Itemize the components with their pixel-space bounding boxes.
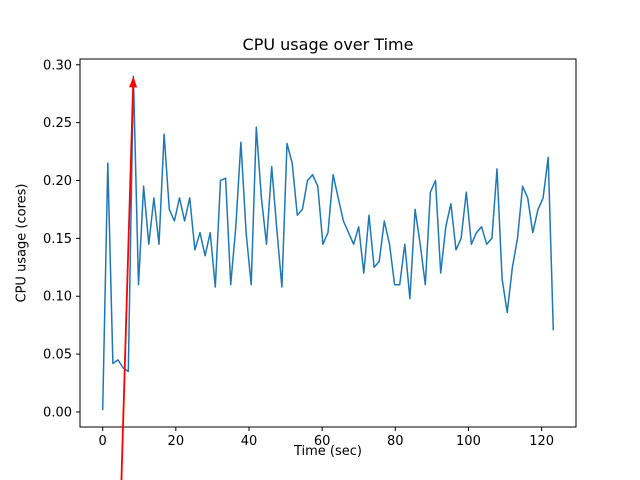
cpu-usage-line [101, 75, 555, 411]
x-tick-label: 60 [314, 434, 331, 449]
y-tick-label: 0.00 [43, 405, 72, 420]
y-tick-label: 0.05 [43, 348, 72, 363]
y-tick-label: 0.20 [43, 174, 72, 189]
y-tick-label: 0.10 [43, 290, 72, 305]
x-tick-label: 40 [241, 434, 258, 449]
x-tick-label: 80 [387, 434, 404, 449]
annotation-arrow-head [129, 76, 138, 88]
y-tick-label: 0.15 [43, 232, 72, 247]
x-tick-label: 120 [529, 434, 554, 449]
y-tick-label: 0.25 [43, 116, 72, 131]
y-tick-label: 0.30 [43, 58, 72, 73]
chart-title: CPU usage over Time [242, 35, 414, 54]
x-tick-label: 100 [456, 434, 481, 449]
axes-spines [79, 58, 577, 428]
y-axis-label: CPU usage (cores) [14, 183, 30, 303]
x-tick-label: 20 [168, 434, 185, 449]
x-tick-label: 0 [99, 434, 107, 449]
annotation-arrow-line [120, 87, 134, 480]
x-axis-label: Time (sec) [293, 444, 362, 459]
